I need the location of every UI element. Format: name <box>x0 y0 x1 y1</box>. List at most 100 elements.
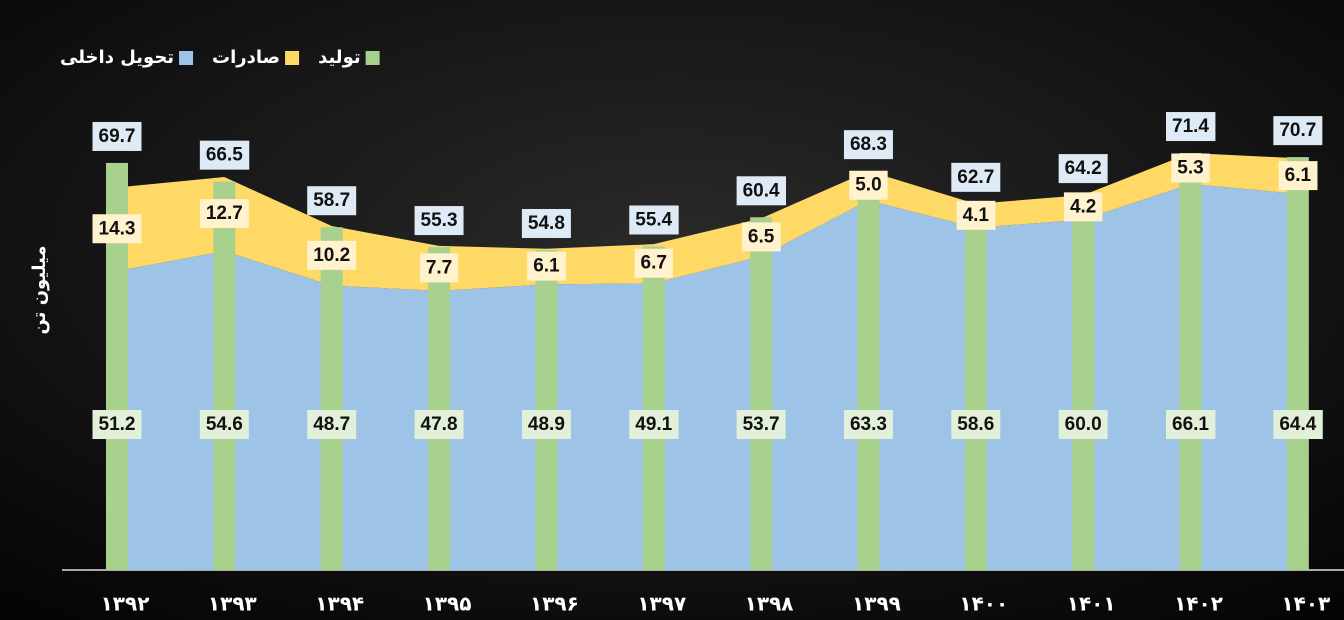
x-tick-label: ۱۳۹۹ <box>852 592 901 616</box>
x-tick-label: ۱۴۰۰ <box>959 592 1008 616</box>
bar <box>428 247 451 570</box>
data-label: 63.3 <box>850 414 887 435</box>
bar <box>213 181 236 570</box>
data-label: 6.5 <box>748 226 775 247</box>
data-label: 55.4 <box>635 209 672 230</box>
data-label-box <box>629 410 679 440</box>
bar <box>535 249 558 570</box>
data-label-box <box>521 208 571 238</box>
x-tick-label: ۱۳۹۲ <box>101 592 150 616</box>
data-label: 14.3 <box>99 218 136 239</box>
area <box>117 153 1298 291</box>
bar <box>1072 195 1095 570</box>
data-label-box <box>419 253 459 283</box>
legend-swatch <box>365 51 380 65</box>
bar <box>106 162 128 570</box>
data-label: 6.1 <box>1285 165 1312 186</box>
data-label: 68.3 <box>850 134 887 155</box>
data-label-box <box>414 206 464 236</box>
data-label-box <box>307 410 357 440</box>
data-label-box <box>1058 410 1108 440</box>
data-label: 53.7 <box>743 414 780 435</box>
data-label-box <box>951 410 1001 440</box>
data-label: 58.6 <box>957 414 994 435</box>
data-label-box <box>527 251 567 281</box>
data-label: 51.2 <box>99 414 136 435</box>
x-tick-label: ۱۳۹۶ <box>530 592 579 616</box>
data-label: 60.0 <box>1065 414 1102 435</box>
data-label-box <box>199 410 249 440</box>
bar <box>1179 153 1202 571</box>
data-label-box <box>1273 116 1323 146</box>
data-label-box <box>307 240 357 270</box>
data-label: 12.7 <box>206 203 243 224</box>
x-tick-label: ۱۴۰۱ <box>1067 592 1116 616</box>
data-label: 49.1 <box>635 414 672 435</box>
data-label: 64.4 <box>1279 414 1316 435</box>
data-label: 6.1 <box>533 256 560 277</box>
x-tick-label: ۱۴۰۲ <box>1174 592 1223 616</box>
x-tick-label: ۱۳۹۴ <box>315 592 364 616</box>
data-label: 6.7 <box>641 253 667 274</box>
data-label-box <box>634 248 673 278</box>
data-label: 60.4 <box>743 180 780 201</box>
data-label: 55.3 <box>421 210 458 231</box>
data-label-box <box>1166 112 1216 142</box>
bar <box>1286 157 1309 570</box>
data-label: 4.1 <box>963 205 990 226</box>
data-label-box <box>1278 161 1318 191</box>
data-label: 66.1 <box>1172 414 1209 435</box>
data-label-box <box>1273 410 1323 440</box>
data-label-box <box>629 205 679 235</box>
data-label-box <box>521 410 571 440</box>
data-label: 10.2 <box>313 245 350 266</box>
data-label-box <box>736 176 787 206</box>
data-label: 64.2 <box>1065 158 1102 179</box>
bar <box>642 246 665 571</box>
data-label: 54.8 <box>528 213 565 234</box>
area <box>117 183 1298 570</box>
y-axis-title: میلیون تن <box>29 245 50 334</box>
x-tick-label: ۱۳۹۵ <box>423 592 472 616</box>
data-label-box <box>199 199 249 229</box>
legend-label: تحویل داخلی <box>60 47 174 68</box>
data-label: 48.9 <box>528 414 565 435</box>
x-tick-label: ۱۳۹۸ <box>745 592 794 616</box>
data-label-box <box>843 130 893 160</box>
data-label: 54.6 <box>206 414 243 435</box>
legend-swatch <box>285 51 300 65</box>
data-label: 66.5 <box>206 145 243 166</box>
bar <box>320 227 343 570</box>
data-label-box <box>849 170 888 200</box>
x-tick-label: ۱۳۹۷ <box>637 592 686 616</box>
data-label-box <box>92 410 142 440</box>
data-label-box <box>92 121 142 151</box>
data-label: 62.7 <box>957 167 994 188</box>
data-label-box <box>951 162 1001 192</box>
data-label: 58.7 <box>313 190 350 211</box>
legend-swatch <box>179 51 194 65</box>
data-label: 47.8 <box>421 414 458 435</box>
data-label: 5.0 <box>855 175 881 196</box>
data-label: 71.4 <box>1172 116 1209 137</box>
data-label-box <box>736 410 786 440</box>
data-label-box <box>307 186 357 216</box>
data-label: 70.7 <box>1279 120 1316 141</box>
data-label-box <box>414 410 464 440</box>
data-label-box <box>843 410 893 440</box>
data-label: 48.7 <box>313 414 350 435</box>
data-label: 4.2 <box>1070 196 1096 217</box>
data-label-box <box>1058 154 1108 184</box>
x-tick-label: ۱۴۰۳ <box>1281 592 1330 616</box>
legend-label: تولید <box>318 47 361 68</box>
data-label-box <box>1171 153 1210 183</box>
legend-label: صادرات <box>212 47 280 68</box>
data-label-box <box>956 200 996 230</box>
bar <box>964 203 987 570</box>
data-label: 5.3 <box>1177 158 1203 179</box>
data-label-box <box>199 140 250 170</box>
bar <box>750 217 773 570</box>
data-label-box <box>92 214 142 244</box>
